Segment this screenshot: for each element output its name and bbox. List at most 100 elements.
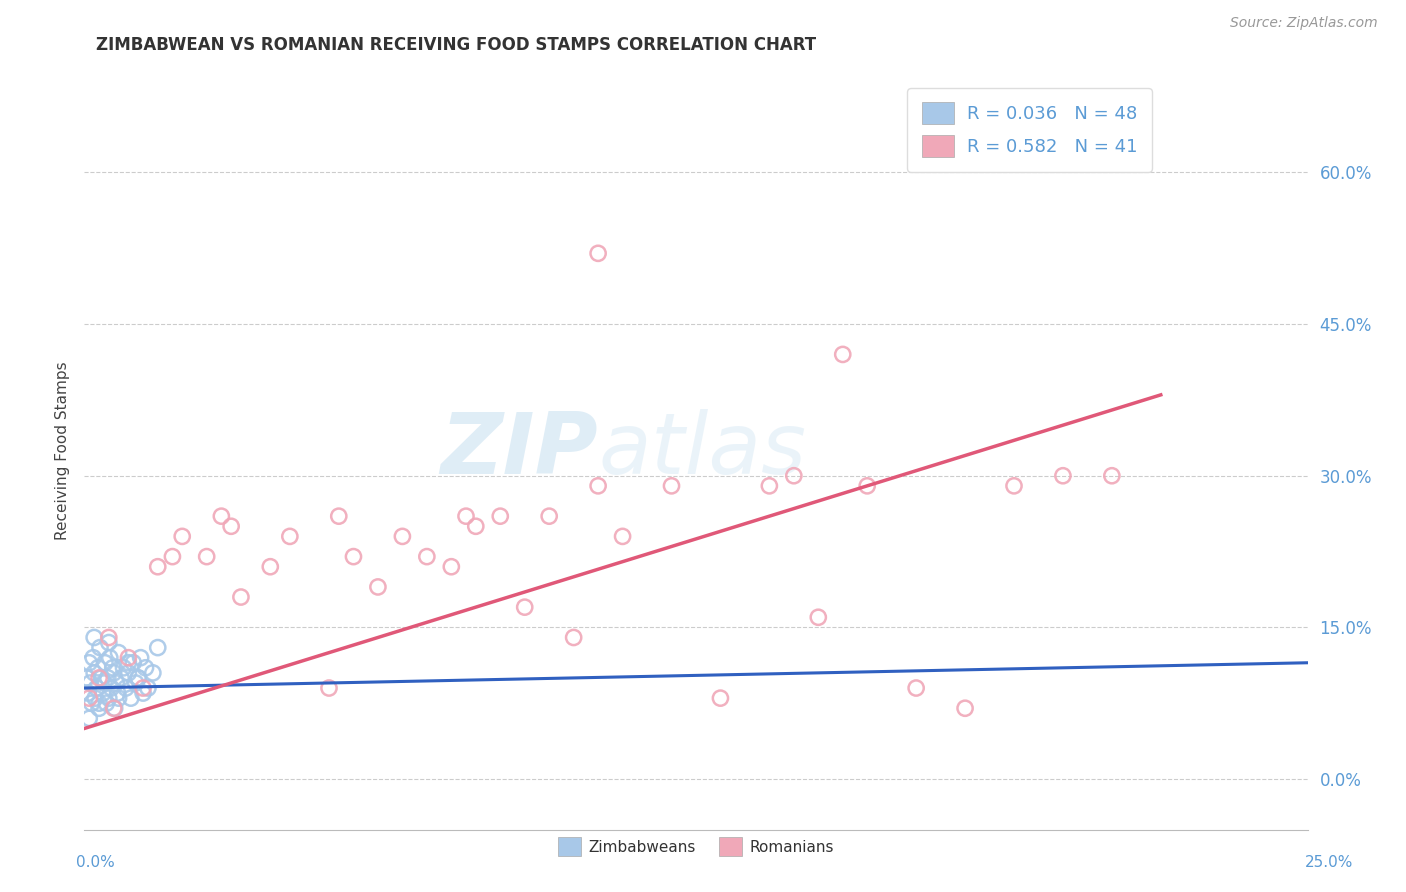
- Point: [454, 509, 477, 524]
- Point: [464, 519, 486, 533]
- Point: [77, 711, 100, 725]
- Text: ZIMBABWEAN VS ROMANIAN RECEIVING FOOD STAMPS CORRELATION CHART: ZIMBABWEAN VS ROMANIAN RECEIVING FOOD ST…: [96, 36, 815, 54]
- Point: [146, 559, 169, 574]
- Point: [391, 529, 413, 543]
- Point: [783, 468, 806, 483]
- Point: [76, 671, 98, 685]
- Point: [82, 650, 104, 665]
- Point: [117, 656, 139, 670]
- Point: [229, 590, 252, 604]
- Point: [105, 676, 128, 690]
- Point: [342, 549, 364, 564]
- Point: [136, 681, 159, 695]
- Text: 0.0%: 0.0%: [76, 855, 115, 870]
- Point: [97, 635, 120, 649]
- Point: [1002, 479, 1025, 493]
- Point: [77, 686, 100, 700]
- Point: [661, 479, 683, 493]
- Point: [86, 681, 108, 695]
- Point: [90, 671, 112, 685]
- Point: [172, 529, 194, 543]
- Point: [562, 631, 585, 645]
- Point: [103, 701, 125, 715]
- Point: [127, 671, 149, 685]
- Point: [612, 529, 634, 543]
- Point: [110, 671, 132, 685]
- Point: [905, 681, 928, 695]
- Point: [103, 665, 125, 680]
- Point: [83, 665, 105, 680]
- Point: [127, 671, 149, 685]
- Point: [91, 686, 114, 700]
- Point: [96, 696, 118, 710]
- Point: [120, 691, 142, 706]
- Point: [1101, 468, 1123, 483]
- Point: [107, 686, 129, 700]
- Text: 25.0%: 25.0%: [1305, 855, 1353, 870]
- Y-axis label: Receiving Food Stamps: Receiving Food Stamps: [55, 361, 70, 540]
- Point: [80, 696, 103, 710]
- Point: [489, 509, 512, 524]
- Point: [219, 519, 242, 533]
- Point: [97, 691, 120, 706]
- Point: [440, 559, 463, 574]
- Point: [807, 610, 830, 624]
- Point: [1125, 135, 1147, 149]
- Point: [84, 691, 107, 706]
- Point: [94, 656, 117, 670]
- Point: [162, 549, 184, 564]
- Point: [117, 665, 139, 680]
- Point: [83, 631, 105, 645]
- Point: [122, 656, 145, 670]
- Point: [87, 696, 110, 710]
- Point: [93, 676, 115, 690]
- Text: Source: ZipAtlas.com: Source: ZipAtlas.com: [1230, 16, 1378, 29]
- Point: [77, 656, 100, 670]
- Legend: Zimbabweans, Romanians: Zimbabweans, Romanians: [550, 830, 842, 863]
- Point: [115, 681, 138, 695]
- Point: [416, 549, 439, 564]
- Point: [87, 671, 110, 685]
- Point: [318, 681, 340, 695]
- Point: [87, 661, 110, 675]
- Point: [79, 676, 101, 690]
- Point: [513, 600, 536, 615]
- Point: [586, 246, 609, 260]
- Point: [112, 661, 135, 675]
- Point: [209, 509, 232, 524]
- Point: [259, 559, 281, 574]
- Point: [758, 479, 780, 493]
- Point: [104, 701, 127, 715]
- Text: ZIP: ZIP: [440, 409, 598, 492]
- Point: [132, 681, 155, 695]
- Point: [367, 580, 389, 594]
- Point: [146, 640, 169, 655]
- Point: [101, 661, 124, 675]
- Point: [831, 347, 853, 361]
- Point: [132, 686, 155, 700]
- Point: [953, 701, 976, 715]
- Point: [77, 691, 100, 706]
- Point: [107, 691, 129, 706]
- Text: atlas: atlas: [598, 409, 806, 492]
- Point: [117, 650, 139, 665]
- Point: [100, 681, 122, 695]
- Point: [129, 650, 152, 665]
- Point: [1052, 468, 1074, 483]
- Point: [97, 671, 120, 685]
- Point: [278, 529, 301, 543]
- Point: [107, 646, 129, 660]
- Point: [195, 549, 218, 564]
- Point: [538, 509, 561, 524]
- Point: [97, 631, 120, 645]
- Point: [87, 701, 110, 715]
- Point: [328, 509, 350, 524]
- Point: [135, 661, 157, 675]
- Point: [98, 650, 121, 665]
- Point: [142, 665, 165, 680]
- Point: [89, 640, 111, 655]
- Point: [856, 479, 879, 493]
- Point: [125, 676, 148, 690]
- Point: [709, 691, 731, 706]
- Point: [586, 479, 609, 493]
